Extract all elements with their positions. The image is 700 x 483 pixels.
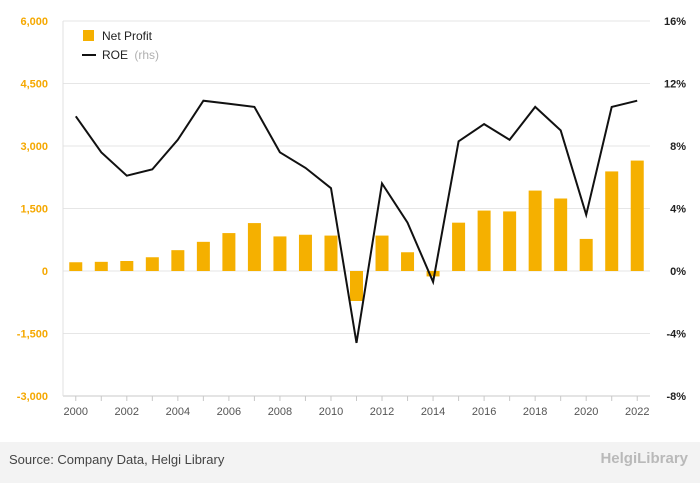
net-profit-bar [247,223,261,271]
net-profit-bar [120,261,134,271]
net-profit-bar [528,190,542,271]
y-left-tick-label: 6,000 [20,16,48,28]
net-profit-bar [69,262,83,271]
y-left-tick-label: -3,000 [17,391,48,403]
net-profit-bar [375,235,389,271]
source-note: Source: Company Data, Helgi Library [9,452,225,467]
x-tick-label: 2014 [421,406,445,418]
legend-swatch-net-profit [83,30,94,41]
legend-label-roe-suffix: (rhs) [134,48,159,62]
right-axis-ticks: -8% -4% 0% 4% 8% 12% 16% [664,16,686,403]
net-profit-bar [350,271,363,301]
footer: Source: Company Data, Helgi Library Helg… [0,442,700,483]
net-profit-bar [145,257,159,271]
svg-text:ROE (rhs): ROE (rhs) [102,48,159,62]
net-profit-bar [401,252,415,271]
x-tick-label: 2022 [625,406,649,418]
legend-label-roe: ROE [102,48,128,62]
y-right-tick-label: 4% [670,204,686,216]
net-profit-bar [222,233,236,271]
x-tick-label: 2020 [574,406,598,418]
chart: -3,000 -1,500 0 1,500 3,000 4,500 6,000 -8% -4%… [17,16,686,418]
y-left-tick-label: -1,500 [17,329,48,341]
x-tick-label: 2004 [166,406,190,418]
x-tick-label: 2006 [217,406,241,418]
net-profit-bar [579,238,593,271]
net-profit-bar [298,234,312,271]
y-left-tick-label: 0 [42,266,48,278]
legend-label-net-profit: Net Profit [102,29,153,43]
net-profit-bar [605,171,619,271]
y-right-tick-label: 12% [664,79,686,91]
x-tick-label: 2010 [319,406,343,418]
y-left-tick-label: 4,500 [20,79,48,91]
x-axis-ticks: 2000 2002 2004 2006 2008 2010 2012 2014 2016 2018… [64,396,649,418]
y-right-tick-label: 0% [670,266,686,278]
net-profit-bar [196,241,210,271]
left-axis-ticks: -3,000 -1,500 0 1,500 3,000 4,500 6,000 [17,16,48,403]
x-tick-label: 2016 [472,406,496,418]
x-tick-label: 2012 [370,406,394,418]
net-profit-bar [171,250,185,271]
net-profit-bar [554,198,568,271]
x-tick-label: 2018 [523,406,547,418]
brand-logo: HelgiLibrary [600,450,688,467]
net-profit-bar [477,210,491,271]
net-profit-bar [452,222,466,271]
net-profit-bar [426,271,440,277]
net-profit-bar [94,261,108,271]
y-left-tick-label: 1,500 [20,204,48,216]
y-right-tick-label: -8% [666,391,686,403]
roe-line-layer [74,99,638,344]
legend: Net Profit ROE (rhs) [82,29,159,62]
roe-line [74,99,638,344]
x-tick-label: 2008 [268,406,292,418]
net-profit-bar [503,211,517,271]
x-tick-label: 2000 [64,406,88,418]
net-profit-bar [630,160,644,271]
net-profit-bar [273,236,287,271]
net-profit-bar [324,235,338,271]
y-left-tick-label: 3,000 [20,141,48,153]
y-right-tick-label: -4% [666,329,686,341]
y-right-tick-label: 16% [664,16,686,28]
x-tick-label: 2002 [115,406,139,418]
net-profit-bars [69,160,644,301]
y-right-tick-label: 8% [670,141,686,153]
